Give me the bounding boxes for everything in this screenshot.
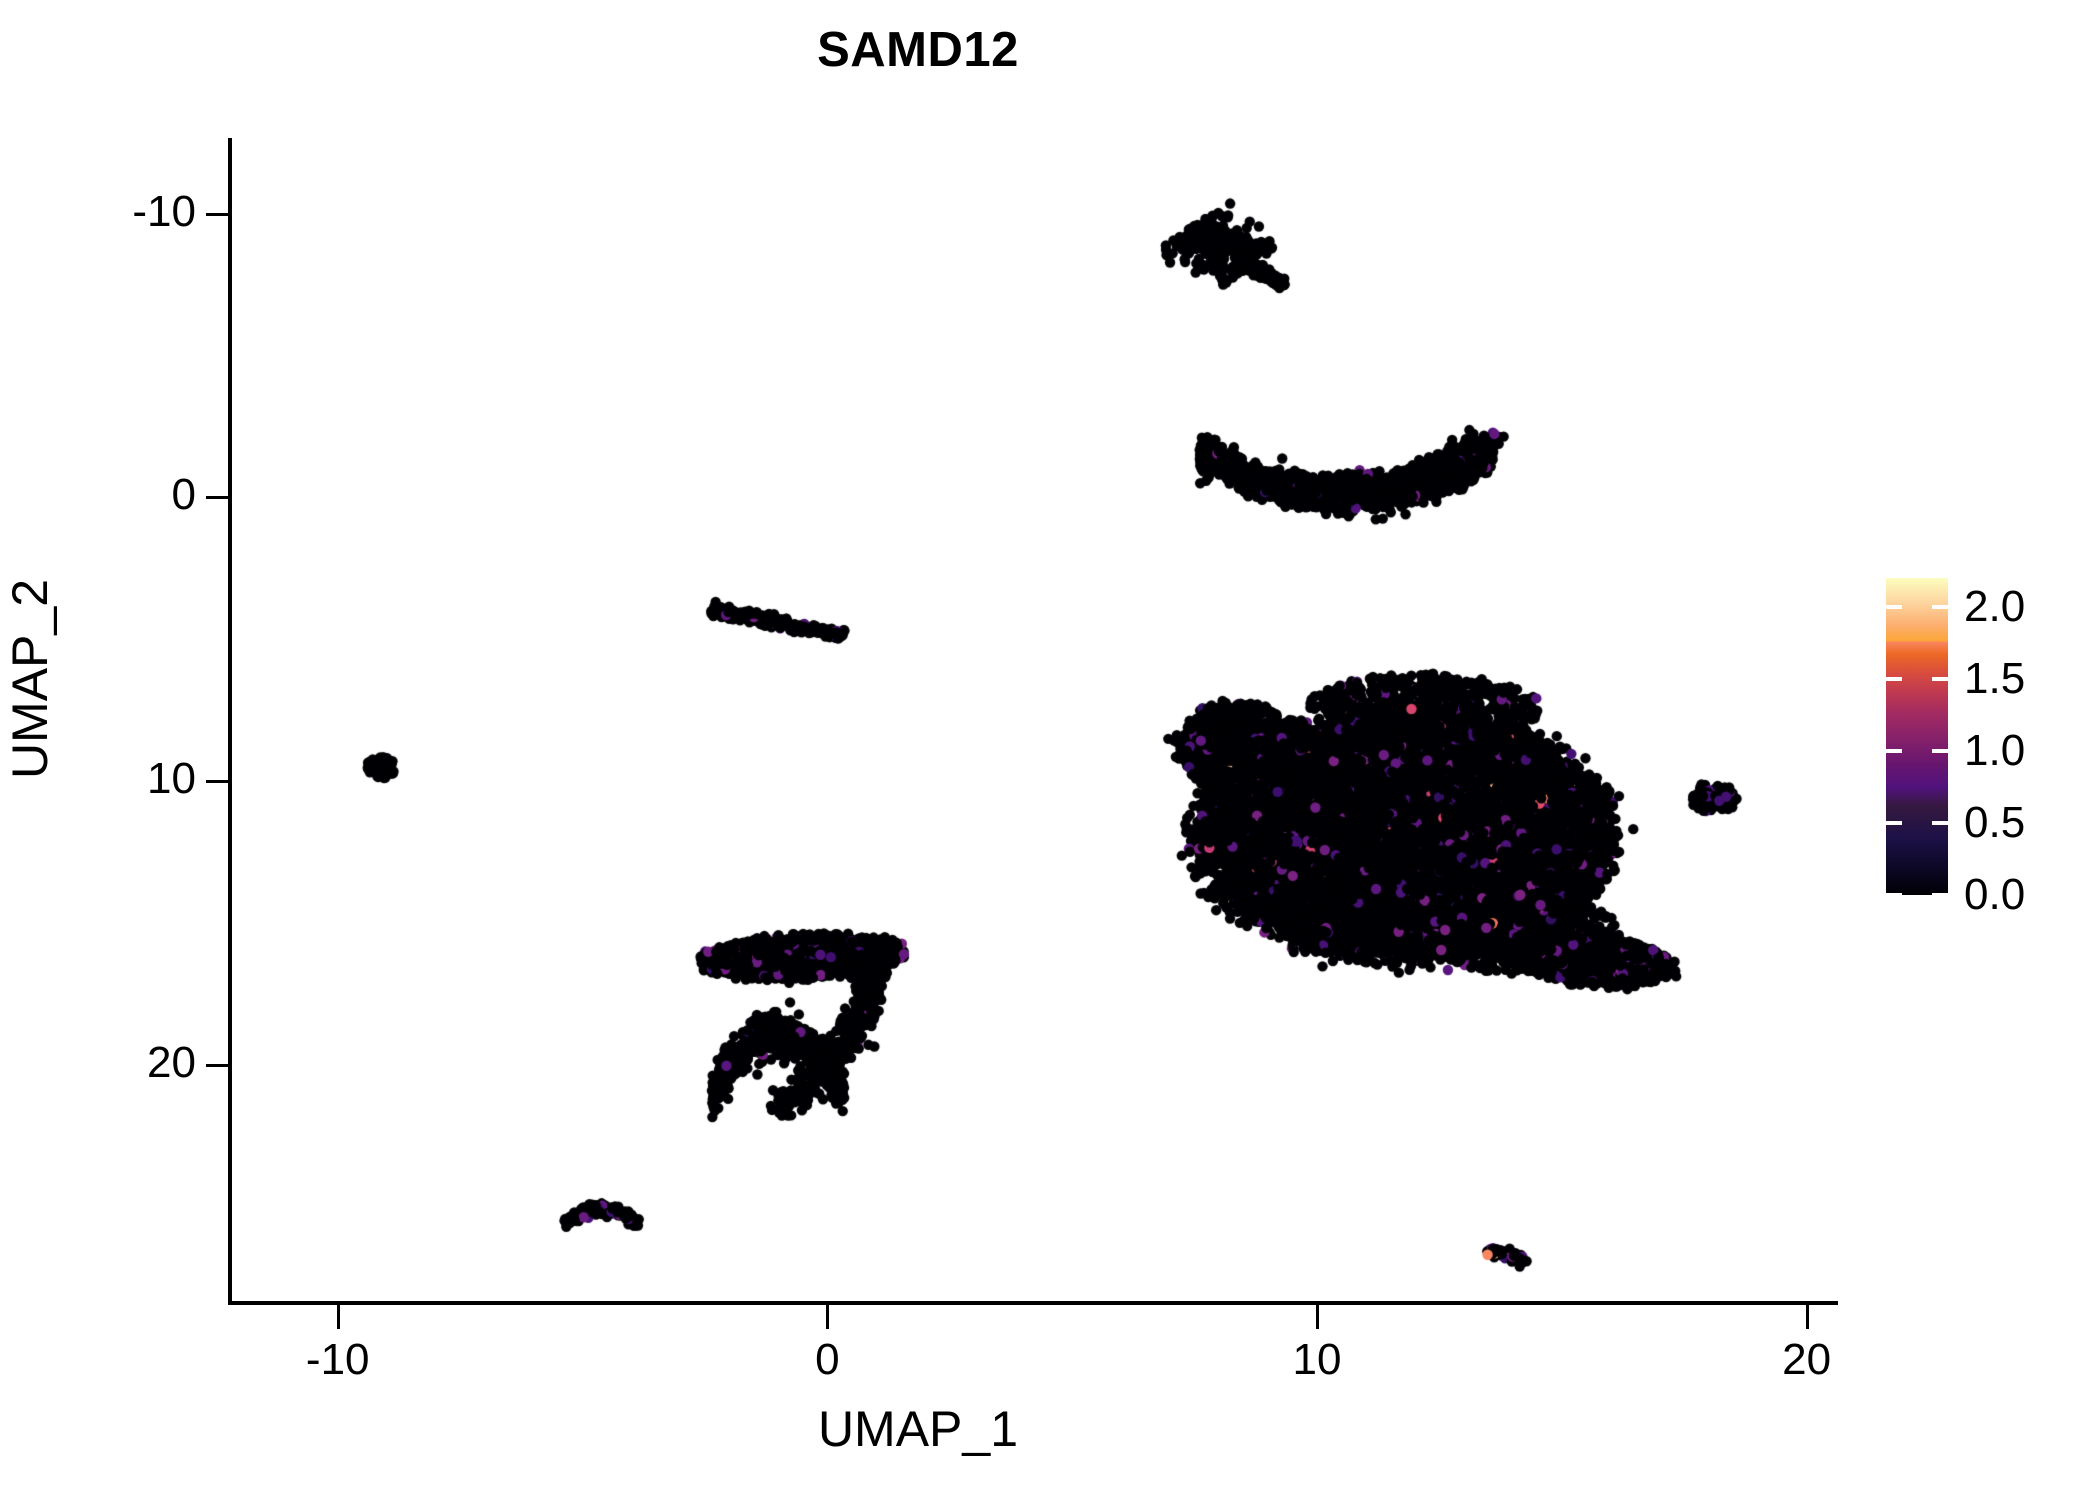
x-tick-mark: [826, 1305, 830, 1329]
x-tick-label: 20: [1782, 1335, 1832, 1384]
colorbar-tick-label: 2.0: [1964, 581, 2026, 631]
x-tick-mark: [1315, 1305, 1319, 1329]
colorbar-tick-label: 1.0: [1964, 725, 2026, 775]
page-title: SAMD12: [817, 23, 1019, 77]
colorbar-legend: 2.0 1.5 1.0 0.5 0.0: [1886, 578, 2025, 917]
colorbar-tick-mark: [1932, 604, 1948, 609]
scatter-canvas: [230, 140, 1836, 1303]
colorbar-tick-mark: [1886, 604, 1902, 609]
y-axis-title: UMAP_2: [2, 578, 58, 780]
y-tick-mark: [206, 1063, 230, 1067]
colorbar-tick-label: 0.0: [1964, 870, 2026, 919]
colorbar-tick-label: 0.5: [1964, 797, 2026, 847]
y-tick-mark: [206, 496, 230, 500]
colorbar-tick-mark: [1932, 820, 1948, 825]
colorbar-tick-mark: [1886, 748, 1902, 753]
colorbar-tick-mark: [1932, 676, 1948, 681]
colorbar-tick-mark: [1932, 748, 1948, 753]
y-tick-label: 0: [171, 470, 196, 520]
plot-panel: [230, 140, 1836, 1303]
x-tick-label: 10: [1292, 1335, 1342, 1384]
y-tick-label: 10: [147, 754, 196, 804]
y-tick-mark: [206, 212, 230, 216]
colorbar-tick-label: 1.5: [1964, 653, 2026, 703]
x-tick-mark: [336, 1305, 340, 1329]
x-tick-label: -10: [305, 1335, 370, 1384]
colorbar-tick-mark: [1886, 820, 1902, 825]
colorbar-gradient: [1886, 578, 1948, 895]
x-axis-line: [228, 1301, 1838, 1305]
x-tick-label: 0: [815, 1335, 840, 1384]
colorbar-tick-mark: [1886, 893, 1902, 897]
x-axis-title: UMAP_1: [817, 1401, 1019, 1457]
y-tick-label: 20: [147, 1037, 196, 1087]
x-tick-mark: [1805, 1305, 1809, 1329]
colorbar-tick-mark: [1886, 676, 1902, 681]
y-tick-label: -10: [132, 186, 196, 236]
y-tick-mark: [206, 780, 230, 784]
colorbar-tick-mark: [1932, 893, 1948, 897]
